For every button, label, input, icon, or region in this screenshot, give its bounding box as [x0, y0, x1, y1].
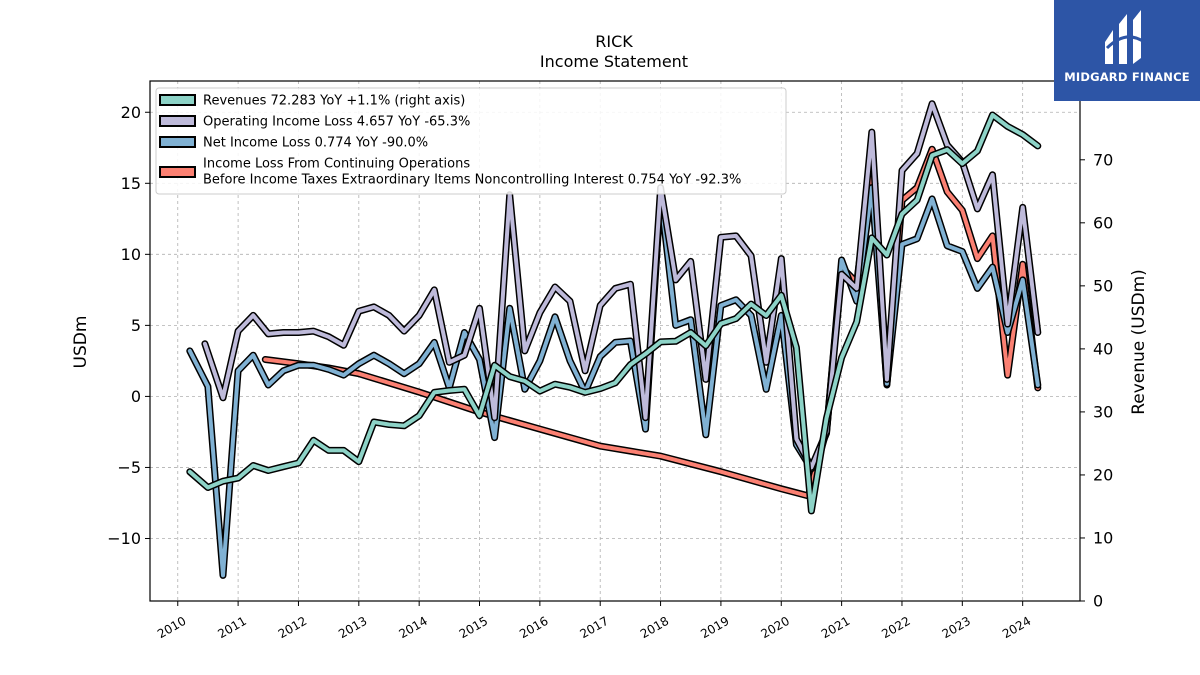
- x-tick-label: 2010: [155, 614, 188, 641]
- x-tick-label: 2013: [336, 614, 369, 641]
- brand-logo: MIDGARD FINANCE: [1054, 0, 1200, 101]
- y-tick-label-right: 40: [1093, 339, 1113, 358]
- y-tick-label-right: 30: [1093, 402, 1113, 421]
- y-tick-label-right: 70: [1093, 150, 1113, 169]
- y-tick-label-right: 50: [1093, 276, 1113, 295]
- x-tick-label: 2024: [1000, 614, 1033, 641]
- legend-swatch: [159, 115, 196, 127]
- legend-swatch: [159, 136, 196, 148]
- brand-name: MIDGARD FINANCE: [1064, 70, 1190, 84]
- x-tick-label: 2019: [698, 614, 731, 641]
- y-tick-label-right: 20: [1093, 465, 1113, 484]
- series-line: [202, 101, 1040, 470]
- x-tick-label: 2023: [940, 614, 973, 641]
- series-lines: [186, 100, 1042, 579]
- series-line: [187, 113, 1040, 513]
- x-tick-label: 2017: [577, 614, 610, 641]
- y-tick-label-right: 0: [1093, 592, 1103, 611]
- legend-label: Net Income Loss 0.774 YoY -90.0%: [203, 136, 428, 151]
- brand-mark-icon: [1105, 10, 1148, 64]
- x-tick-label: 2022: [879, 614, 912, 641]
- x-tick-label: 2011: [215, 614, 248, 641]
- chart-subtitle: Income Statement: [540, 52, 688, 71]
- series-line: [187, 185, 1040, 578]
- x-tick-label: 2012: [276, 614, 309, 641]
- legend: Revenues 72.283 YoY +1.1% (right axis) Op…: [155, 87, 787, 195]
- y-tick-label-right: 60: [1093, 213, 1113, 232]
- x-tick-label: 2014: [396, 614, 429, 641]
- y-tick-label-left: 15: [121, 174, 141, 193]
- x-tick-label: 2016: [517, 614, 550, 641]
- y-tick-label-right: 10: [1093, 528, 1113, 547]
- y-axis-label-right: Revenue (USDm): [1129, 269, 1149, 415]
- legend-swatch: [159, 166, 196, 178]
- chart-title: RICK: [595, 32, 633, 51]
- y-tick-label-left: 0: [131, 387, 141, 406]
- y-tick-label-left: 10: [121, 245, 141, 264]
- plot-frame: [149, 80, 1081, 602]
- x-tick-label: 2020: [759, 614, 792, 641]
- legend-label-line: Before Income Taxes Extraordinary Items …: [203, 173, 741, 188]
- y-tick-label-left: −5: [117, 458, 141, 477]
- x-tick-label: 2021: [819, 614, 852, 641]
- legend-label: Operating Income Loss 4.657 YoY -65.3%: [203, 115, 470, 130]
- legend-label-line: Income Loss From Continuing Operations: [203, 157, 470, 172]
- y-tick-label-left: 5: [131, 316, 141, 335]
- x-tick-label: 2015: [457, 614, 490, 641]
- legend-label: Income Loss From Continuing Operations Be…: [203, 157, 741, 188]
- y-tick-label-left: −10: [107, 529, 141, 548]
- x-tick-label: 2018: [638, 614, 671, 641]
- legend-label: Revenues 72.283 YoY +1.1% (right axis): [203, 94, 465, 109]
- legend-swatch: [159, 94, 196, 106]
- y-axis-label-left: USDm: [71, 316, 91, 369]
- y-tick-label-left: 20: [121, 103, 141, 122]
- legend-box: [155, 87, 787, 195]
